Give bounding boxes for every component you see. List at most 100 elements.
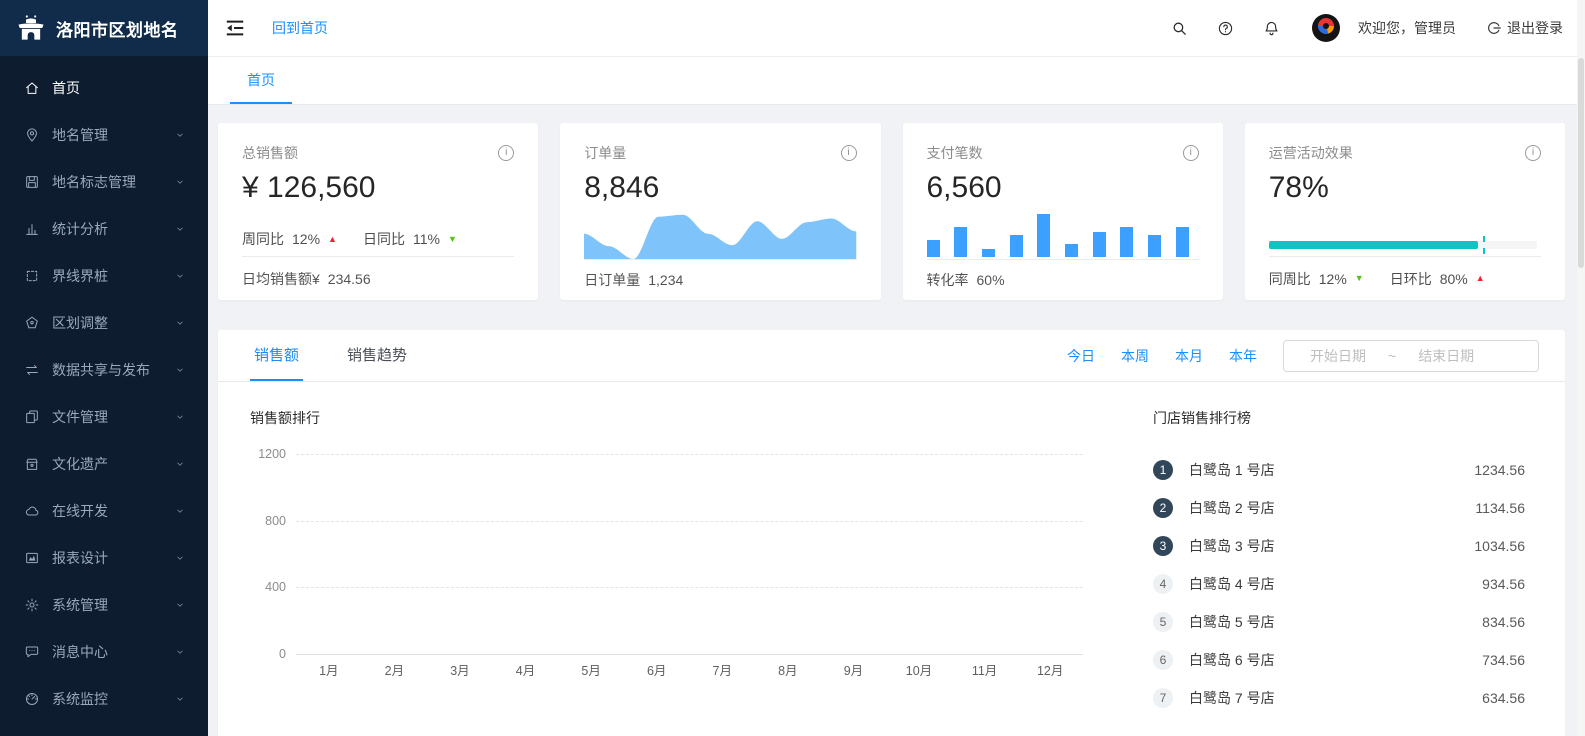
boundary-icon [24,268,40,284]
tab-sales-trend[interactable]: 销售趋势 [347,347,408,364]
info-icon[interactable]: i [1182,145,1199,161]
window-scrollbar[interactable] [1577,0,1585,736]
gridline [296,587,1083,589]
main-column: 回到首页 欢迎您，管理员 退出登录 首页 [208,0,1585,736]
panel-body: 销售额排行 0 400 800 1200 1月 2月 3月 4月 5月 6月 7月 8月 9月 10月 1… [218,382,1565,736]
mini-bar [1175,226,1189,258]
y-tick-label: 0 [279,647,286,661]
rank-row-5: 5 白鹭岛 5 号店 834.56 [1153,610,1525,634]
quick-link-month[interactable]: 本月 [1175,347,1203,364]
store-rank-section: 门店销售排行榜 1 白鹭岛 1 号店 1234.56 2 白鹭岛 2 号店 113… [1153,408,1525,736]
end-date-input[interactable] [1402,347,1491,364]
help-icon[interactable] [1206,9,1244,47]
card-footer: 日均销售额¥ 234.56 [242,256,515,300]
mini-bar [1120,226,1134,258]
sidebar-item-界线界桩[interactable]: 界线界桩 [0,252,208,299]
message-icon [24,644,40,660]
gridline [296,654,1083,655]
save-icon [24,174,40,190]
trend-down-icon: ▼ [1354,273,1364,283]
sidebar-item-区划调整[interactable]: 区划调整 [0,299,208,346]
back-home-link[interactable]: 回到首页 [272,20,328,36]
mini-bar [1092,231,1106,258]
rank-row-4: 4 白鹭岛 4 号店 934.56 [1153,572,1525,596]
rank-badge: 1 [1153,460,1173,480]
sidebar-item-统计分析[interactable]: 统计分析 [0,205,208,252]
sidebar-item-报表设计[interactable]: 报表设计 [0,534,208,581]
mini-bar [926,239,940,258]
heritage-icon [24,456,40,472]
x-tick-label: 7月 [712,663,732,678]
sales-chart-section: 销售额排行 0 400 800 1200 1月 2月 3月 4月 5月 6月 7月 8月 9月 10月 1… [250,408,1107,736]
store-name: 白鹭岛 3 号店 [1189,538,1275,554]
tab-sales-amount[interactable]: 销售额 [250,330,304,381]
route-tab-home[interactable]: 首页 [230,57,292,104]
menu-fold-icon[interactable] [224,15,250,41]
activity-value: 78% [1268,171,1329,204]
payments-mini-bar-chart [926,214,1199,259]
sidebar-item-地名管理[interactable]: 地名管理 [0,111,208,158]
sidebar-item-系统管理[interactable]: 系统管理 [0,581,208,628]
quick-link-week[interactable]: 本周 [1121,347,1149,364]
week-trend: 周同比 12% ▲ [242,231,337,247]
x-tick-label: 6月 [646,663,667,678]
info-icon[interactable]: i [498,145,515,161]
day-trend: 日环比 80% ▲ [1389,270,1485,287]
route-tabstrip: 首页 [208,57,1585,105]
store-name: 白鹭岛 7 号店 [1189,690,1275,706]
store-name: 白鹭岛 5 号店 [1189,614,1275,630]
home-icon [24,80,40,96]
rank-badge: 5 [1153,612,1173,632]
rank-badge: 2 [1153,498,1173,518]
app-logo[interactable]: 洛阳市区划地名 [0,0,208,56]
user-avatar[interactable] [1312,14,1340,42]
panel-controls: 今日 本周 本月 本年 ~ [1067,330,1539,381]
start-date-input[interactable] [1294,347,1382,364]
logout-button[interactable]: 退出登录 [1486,18,1563,38]
trend-up-icon: ▲ [328,233,337,244]
plot-area [296,454,1083,655]
sidebar-item-首页[interactable]: 首页 [0,64,208,111]
card-activity: 运营活动效果 i 78% 同周比 12% ▼ 日环比 80% [1244,123,1565,300]
gate-tower-icon [18,15,44,40]
orders-mini-area-chart [584,215,857,260]
y-tick-label: 400 [265,580,286,595]
card-title: 支付笔数 [926,145,983,161]
sidebar-item-文件管理[interactable]: 文件管理 [0,393,208,440]
store-value: 734.56 [1482,652,1525,668]
info-icon[interactable]: i [1525,145,1541,161]
store-name: 白鹭岛 6 号店 [1189,652,1275,668]
sales-panel: 销售额 销售趋势 今日 本周 本月 本年 ~ 销售额排行 [218,330,1565,736]
sidebar-item-消息中心[interactable]: 消息中心 [0,628,208,675]
rank-list-title: 门店销售排行榜 [1153,410,1251,426]
progress-target-marker [1483,236,1486,254]
scrollbar-thumb[interactable] [1578,58,1584,268]
card-footer: 转化率 60% [926,259,1199,300]
payments-value: 6,560 [926,171,1002,204]
rank-badge: 3 [1153,536,1173,556]
sidebar-item-文化遗产[interactable]: 文化遗产 [0,440,208,487]
card-footer: 日订单量 1,234 [584,259,857,300]
activity-progress-bar [1268,236,1537,254]
orders-value: 8,846 [584,171,660,204]
stat-cards-row: 总销售额 i ¥ 126,560 周同比 12% ▲ 日同比 11% ▼ [218,123,1565,300]
sidebar-menu: 首页 地名管理 地名标志管理 统计分析 界线界桩 区划调整 数据共享与发布 文件… [0,56,208,736]
report-icon [24,550,40,566]
x-tick-label: 5月 [581,663,601,678]
info-icon[interactable]: i [840,145,857,161]
sidebar-item-在线开发[interactable]: 在线开发 [0,487,208,534]
date-range-picker[interactable]: ~ [1283,339,1539,372]
store-value: 1234.56 [1474,462,1525,478]
search-icon[interactable] [1160,9,1198,47]
quick-link-year[interactable]: 本年 [1229,347,1257,364]
x-tick-label: 1月 [319,663,339,678]
sidebar-item-系统监控[interactable]: 系统监控 [0,675,208,722]
day-trend: 日同比 11% ▼ [362,231,457,247]
mini-bar [954,227,968,258]
store-value: 834.56 [1482,614,1525,630]
week-trend: 同周比 12% ▼ [1268,270,1364,287]
sidebar-item-数据共享与发布[interactable]: 数据共享与发布 [0,346,208,393]
sidebar-item-地名标志管理[interactable]: 地名标志管理 [0,158,208,205]
quick-link-today[interactable]: 今日 [1067,347,1095,364]
bell-icon[interactable] [1252,9,1290,47]
